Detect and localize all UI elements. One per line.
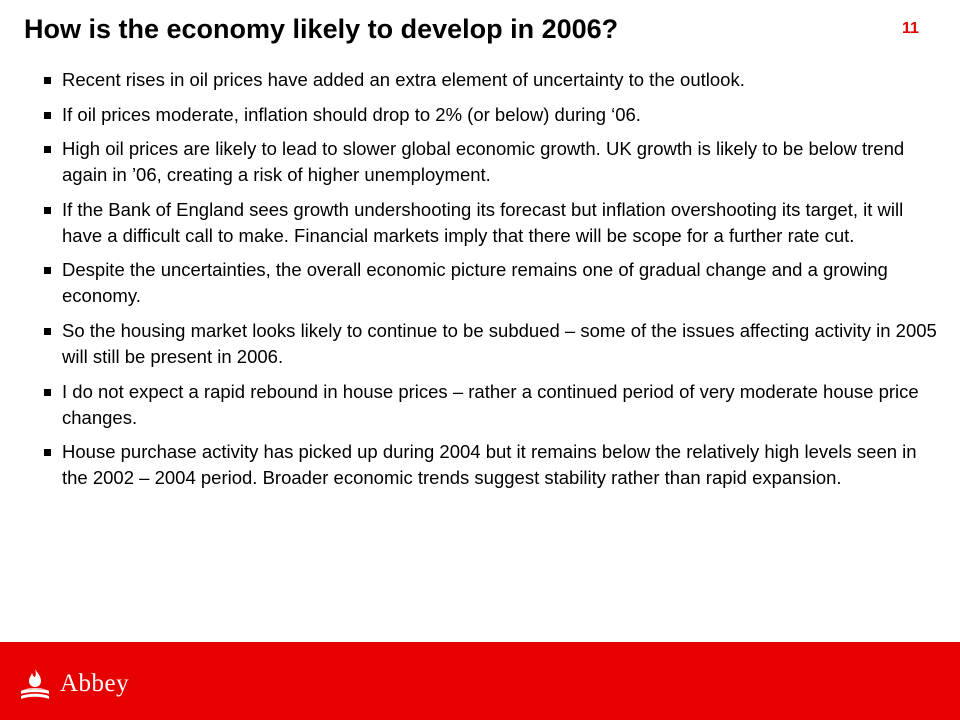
footer-bar: Abbey [0, 642, 960, 720]
bullet-text: House purchase activity has picked up du… [62, 441, 917, 489]
square-bullet-icon [44, 327, 51, 335]
bullet-text: Despite the uncertainties, the overall e… [62, 259, 888, 307]
bullet-text: If oil prices moderate, inflation should… [62, 103, 641, 125]
bullet-item: Despite the uncertainties, the overall e… [44, 257, 944, 309]
bullet-text: High oil prices are likely to lead to sl… [62, 138, 905, 186]
bullet-item: High oil prices are likely to lead to sl… [44, 136, 944, 188]
bullet-item: If oil prices moderate, inflation should… [44, 102, 944, 128]
brand-name: Abbey [60, 670, 130, 697]
bullet-item: I do not expect a rapid rebound in house… [44, 379, 944, 431]
bullet-text: I do not expect a rapid rebound in house… [62, 380, 919, 428]
square-bullet-icon [44, 449, 51, 457]
bullet-list: Recent rises in oil prices have added an… [44, 67, 944, 500]
square-bullet-icon [44, 206, 51, 214]
bullet-text: So the housing market looks likely to co… [62, 319, 937, 367]
square-bullet-icon [44, 267, 51, 275]
page-number: 11 [902, 20, 919, 37]
bullet-text: Recent rises in oil prices have added an… [62, 69, 745, 90]
bullet-item: If the Bank of England sees growth under… [44, 197, 944, 249]
abbey-logo: Abbey [18, 664, 129, 704]
square-bullet-icon [44, 146, 51, 154]
bullet-item: House purchase activity has picked up du… [44, 439, 944, 491]
square-bullet-icon [44, 111, 51, 119]
bullet-item: Recent rises in oil prices have added an… [44, 67, 944, 93]
bullet-text: If the Bank of England sees growth under… [62, 198, 904, 246]
square-bullet-icon [44, 77, 51, 84]
slide-title: How is the economy likely to develop in … [24, 14, 619, 44]
square-bullet-icon [44, 388, 51, 396]
bullet-item: So the housing market looks likely to co… [44, 318, 944, 370]
flame-icon [21, 669, 49, 699]
